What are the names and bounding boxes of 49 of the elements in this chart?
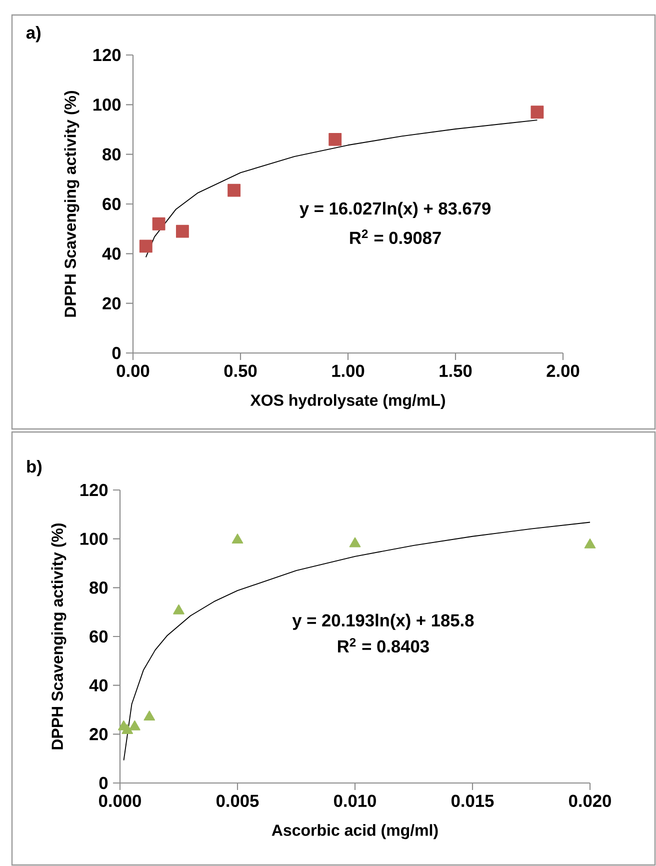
y-tick-label: 60 xyxy=(102,198,121,210)
x-tick-label: 2.00 xyxy=(546,364,580,377)
y-tick-label: 120 xyxy=(80,484,108,496)
annotation: R$^{2}$ = 0.9087 xyxy=(350,230,441,244)
x-tick-label: 1.00 xyxy=(332,364,364,377)
y-axis-title: DPPH Scavenging activity (%) xyxy=(64,91,80,317)
y-axis-title: DPPH Scavenging activity (%) xyxy=(51,524,66,750)
x-tick-label: 0.50 xyxy=(224,364,257,377)
x-axis-title: XOS hydrolysate (mg/mL) xyxy=(250,394,445,410)
point xyxy=(228,184,241,197)
y-tick-label: 0 xyxy=(112,346,121,360)
x-tick-label: 0.00 xyxy=(116,364,150,377)
y-tick-label: 100 xyxy=(80,532,108,545)
point xyxy=(232,534,244,544)
y-tick-label: 20 xyxy=(90,728,108,740)
point xyxy=(349,537,361,548)
chart-title: b) xyxy=(27,460,42,476)
line-series xyxy=(123,522,590,761)
point xyxy=(129,720,140,730)
y-tick-label: 40 xyxy=(89,679,108,692)
point xyxy=(584,538,596,548)
y-tick-label: 80 xyxy=(102,148,121,160)
y-tick-label: 100 xyxy=(93,98,121,111)
point xyxy=(152,217,166,230)
point xyxy=(139,240,152,253)
y-tick-label: 40 xyxy=(102,248,121,260)
annotation: y = 20.193ln(x) + 185.8 xyxy=(292,614,474,630)
annotation: y = 16.027ln(x) + 83.679 xyxy=(300,202,491,218)
x-tick-label: 0.010 xyxy=(334,794,376,807)
y-tick-label: 0 xyxy=(99,776,108,790)
point xyxy=(176,224,189,238)
annotation: R$^{2}$ = 0.8403 xyxy=(338,638,429,653)
x-tick-label: 0.020 xyxy=(569,794,611,807)
x-axis-title: Ascorbic acid (mg/ml) xyxy=(272,824,438,840)
line-series xyxy=(145,120,538,258)
point xyxy=(122,724,134,734)
chart-title: a) xyxy=(26,26,40,42)
y-tick-label: 120 xyxy=(93,48,121,62)
point xyxy=(328,132,342,146)
point xyxy=(144,710,156,721)
point xyxy=(173,604,184,614)
y-tick-label: 20 xyxy=(102,297,121,310)
y-tick-label: 80 xyxy=(90,582,108,594)
x-tick-label: 0.000 xyxy=(99,794,141,807)
y-tick-label: 60 xyxy=(90,630,108,643)
x-tick-label: 0.015 xyxy=(452,794,494,807)
x-tick-label: 0.005 xyxy=(216,794,259,807)
point xyxy=(530,106,544,119)
x-tick-label: 1.50 xyxy=(440,364,472,377)
